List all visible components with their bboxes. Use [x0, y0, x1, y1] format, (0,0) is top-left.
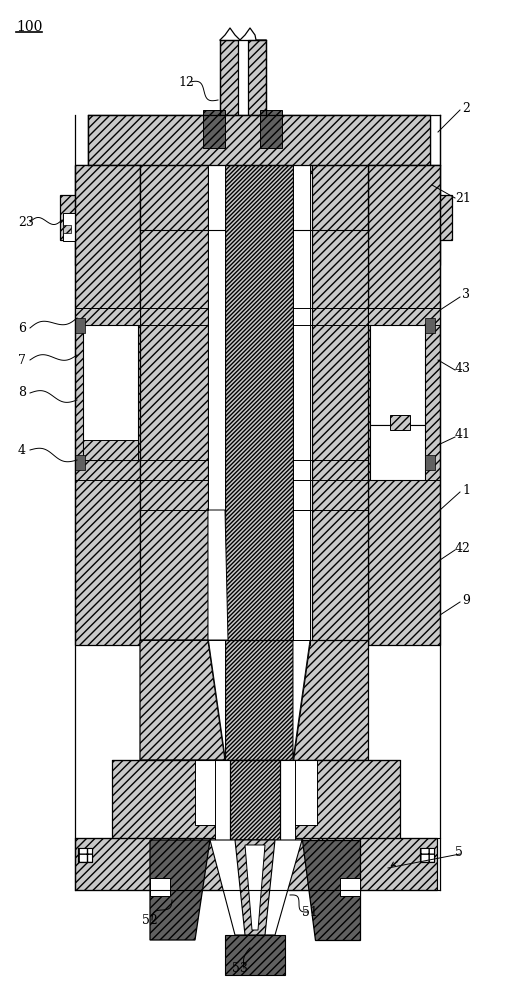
Bar	[208, 165, 225, 645]
Polygon shape	[140, 640, 225, 760]
Text: 100: 100	[16, 20, 42, 34]
Bar	[293, 165, 310, 645]
Text: 7: 7	[18, 354, 26, 366]
Bar	[390, 415, 410, 430]
Bar	[75, 165, 140, 265]
Bar	[430, 195, 452, 240]
Text: 1: 1	[462, 484, 470, 496]
Text: 21: 21	[455, 192, 471, 205]
Polygon shape	[150, 840, 210, 940]
Polygon shape	[208, 640, 225, 760]
Bar	[425, 318, 435, 333]
Polygon shape	[208, 510, 228, 640]
Text: 6: 6	[18, 322, 26, 334]
Bar	[230, 760, 280, 840]
Bar	[225, 935, 285, 975]
Bar	[215, 760, 295, 840]
Polygon shape	[302, 840, 360, 940]
Polygon shape	[293, 640, 368, 760]
Bar	[88, 115, 430, 173]
Bar	[63, 213, 75, 241]
Bar	[195, 760, 317, 825]
Text: 53: 53	[232, 962, 248, 974]
Bar	[83, 325, 138, 460]
Text: 51: 51	[302, 906, 318, 918]
Bar	[420, 848, 434, 862]
Polygon shape	[293, 510, 310, 640]
Bar	[225, 165, 293, 645]
Bar	[112, 760, 400, 840]
Polygon shape	[235, 840, 275, 935]
Text: 12: 12	[178, 76, 194, 89]
Bar	[75, 165, 140, 645]
Bar	[83, 440, 138, 460]
Bar	[340, 878, 360, 896]
Bar	[368, 308, 440, 325]
Bar	[75, 308, 140, 325]
Text: 9: 9	[462, 593, 470, 606]
Bar	[370, 325, 425, 425]
Bar	[248, 40, 266, 115]
Bar	[140, 165, 208, 645]
Bar	[425, 455, 435, 470]
Bar	[368, 165, 440, 645]
Bar	[203, 110, 225, 148]
Bar	[150, 878, 170, 896]
Text: 3: 3	[462, 288, 470, 302]
Polygon shape	[293, 640, 310, 760]
Bar	[260, 110, 282, 148]
Bar	[368, 165, 440, 265]
Bar	[78, 848, 92, 862]
Text: 5: 5	[455, 846, 463, 858]
Bar	[322, 838, 437, 890]
Text: 43: 43	[455, 361, 471, 374]
Bar	[88, 115, 430, 167]
Bar	[420, 848, 434, 862]
Bar	[225, 640, 293, 760]
Bar	[75, 455, 85, 470]
Bar	[75, 838, 190, 890]
Bar	[63, 225, 71, 233]
Text: 52: 52	[142, 914, 158, 926]
Text: 42: 42	[455, 542, 471, 554]
Bar	[190, 838, 322, 890]
Bar	[75, 318, 85, 333]
Text: 4: 4	[18, 444, 26, 456]
Bar	[370, 425, 425, 480]
Bar	[312, 165, 368, 645]
Polygon shape	[245, 845, 265, 930]
Bar	[78, 848, 92, 862]
Text: 2: 2	[462, 102, 470, 114]
Bar	[60, 195, 78, 240]
Bar	[220, 40, 238, 115]
Text: 23: 23	[18, 216, 34, 229]
Text: 41: 41	[455, 428, 471, 442]
Text: 8: 8	[18, 386, 26, 399]
Polygon shape	[210, 840, 302, 935]
